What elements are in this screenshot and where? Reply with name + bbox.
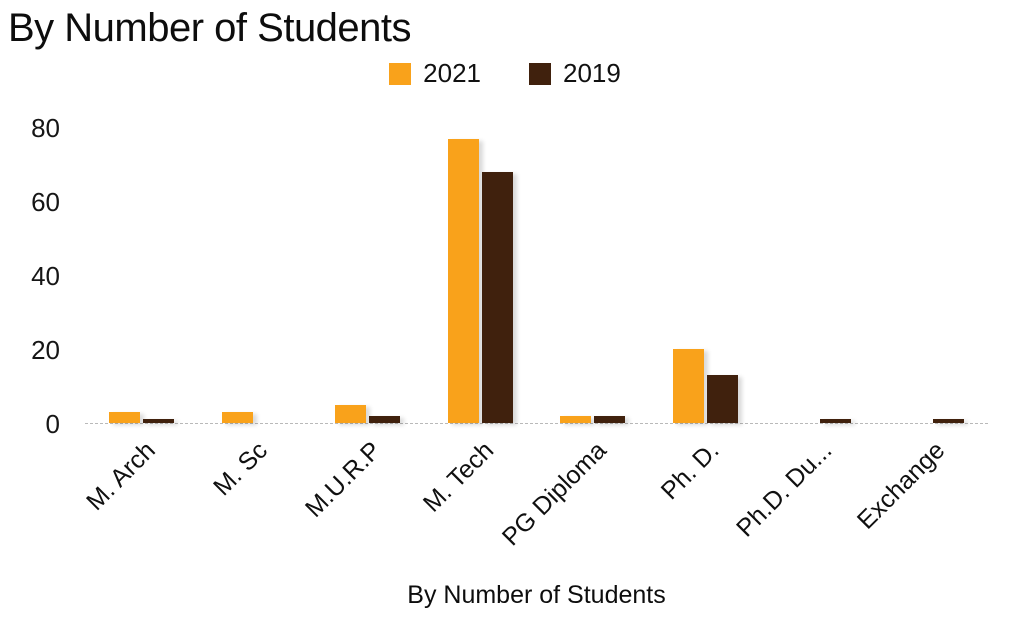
bar-2019-7 <box>820 419 852 423</box>
legend-label-2021: 2021 <box>423 58 481 88</box>
x-tick-label-4: M. Tech <box>417 436 500 518</box>
bar-group-2: M. Sc <box>198 128 311 501</box>
bar-group-7: Ph.D. Du... <box>732 128 875 543</box>
bar-2019-3 <box>368 415 400 423</box>
x-axis-title: By Number of Students <box>407 581 666 609</box>
x-tick-label-3: M.U.R.P <box>299 436 387 523</box>
y-tick-20: 20 <box>31 335 60 365</box>
plot-area: M. Arch M. Sc M.U.R.P M. Tech PG Diploma Ph. … <box>81 128 988 551</box>
x-tick-label-8: Exchange <box>852 436 951 535</box>
bar-2021-4 <box>447 139 479 423</box>
y-tick-40: 40 <box>31 261 60 291</box>
bar-2019-8 <box>933 419 965 423</box>
bar-group-1: M. Arch <box>81 128 198 516</box>
legend-label-2019: 2019 <box>563 58 621 88</box>
bar-2021-1 <box>108 411 140 423</box>
bar-group-3: M.U.R.P <box>300 128 424 523</box>
y-tick-60: 60 <box>31 187 60 217</box>
bar-2019-6 <box>707 375 739 423</box>
bar-2019-1 <box>142 419 174 423</box>
legend-item-2019[interactable]: 2019 <box>529 58 621 89</box>
x-tick-label-1: M. Arch <box>80 436 161 517</box>
y-tick-0: 0 <box>45 409 60 439</box>
bar-2021-2 <box>221 411 253 423</box>
x-tick-label-7: Ph.D. Du... <box>731 436 838 543</box>
legend-swatch-2019 <box>529 62 551 85</box>
chart-title: By Number of Students <box>8 6 412 50</box>
x-tick-label-2: M. Sc <box>208 436 274 502</box>
bar-group-8: Exchange <box>852 128 988 535</box>
x-tick-label-6: Ph. D. <box>655 436 725 506</box>
legend-item-2021[interactable]: 2021 <box>389 58 481 89</box>
bar-2021-3 <box>334 404 366 423</box>
y-axis: 0 20 40 60 80 <box>0 114 64 438</box>
x-tick-label-5: PG Diploma <box>496 436 613 552</box>
bar-group-5: PG Diploma <box>497 128 650 551</box>
bar-2019-4 <box>481 172 513 423</box>
y-tick-80: 80 <box>31 113 60 143</box>
bar-group-6: Ph. D. <box>649 128 762 505</box>
bar-group-4: M. Tech <box>418 128 537 518</box>
bar-2019-5 <box>594 415 626 423</box>
bar-2021-5 <box>560 415 592 423</box>
chart-legend: 2021 2019 <box>0 58 1010 89</box>
legend-swatch-2021 <box>389 62 412 85</box>
bar-2021-6 <box>673 349 705 423</box>
